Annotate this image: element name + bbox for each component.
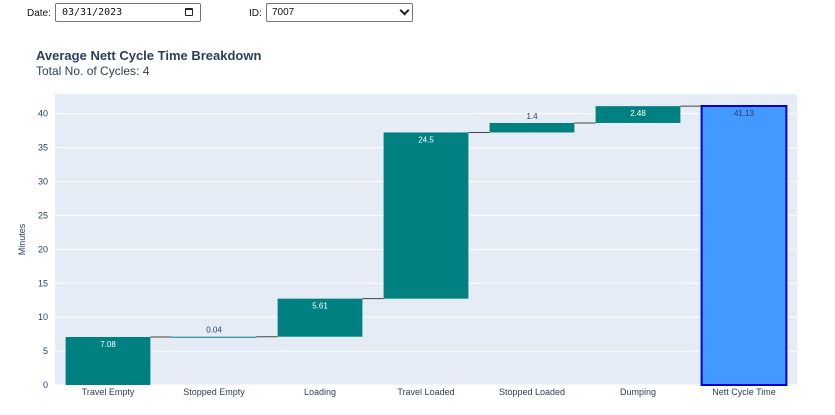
x-tick-label: Nett Cycle Time: [712, 387, 776, 397]
date-value: 03/31/2023: [62, 7, 123, 18]
id-select[interactable]: 7007: [266, 3, 413, 22]
x-tick-label: Dumping: [620, 387, 656, 397]
x-tick-label: Stopped Empty: [183, 387, 245, 397]
y-tick-label: 20: [38, 244, 48, 254]
bar-nett-cycle-time: [700, 105, 788, 387]
bar-stopped-loaded: [489, 122, 575, 133]
data-label: 0.04: [206, 326, 222, 335]
chart-subtitle: Total No. of Cycles: 4: [36, 64, 150, 78]
data-label: 5.61: [312, 302, 328, 311]
y-tick-label: 5: [43, 346, 48, 356]
x-tick-label: Loading: [304, 387, 336, 397]
bar-travel-loaded: [383, 132, 469, 299]
date-input[interactable]: 03/31/2023: [55, 3, 201, 22]
data-label: 24.5: [418, 135, 434, 144]
bar-loading: [277, 298, 363, 337]
y-tick-label: 25: [38, 210, 48, 220]
id-value: 7007: [272, 7, 295, 18]
data-label: 41.13: [734, 109, 755, 118]
y-tick-label: 0: [43, 380, 48, 390]
bar-travel-empty: [65, 336, 151, 385]
bar-dumping: [595, 106, 681, 123]
id-label: ID:: [249, 8, 262, 19]
bar-stopped-empty: [171, 336, 257, 338]
data-label: 7.08: [100, 340, 116, 349]
x-tick-label: Travel Empty: [82, 387, 135, 397]
y-tick-label: 30: [38, 177, 48, 187]
y-tick-label: 15: [38, 278, 48, 288]
calendar-icon[interactable]: [185, 8, 193, 16]
y-tick-label: 10: [38, 312, 48, 322]
date-label: Date:: [27, 8, 51, 19]
x-tick-label: Travel Loaded: [397, 387, 454, 397]
chart-title: Average Nett Cycle Time Breakdown: [36, 48, 262, 63]
y-tick-label: 35: [38, 143, 48, 153]
data-label: 1.4: [526, 112, 538, 121]
x-tick-label: Stopped Loaded: [499, 387, 565, 397]
data-label: 2.48: [630, 109, 646, 118]
y-axis-label: Minutes: [17, 223, 27, 255]
y-tick-label: 40: [38, 109, 48, 119]
